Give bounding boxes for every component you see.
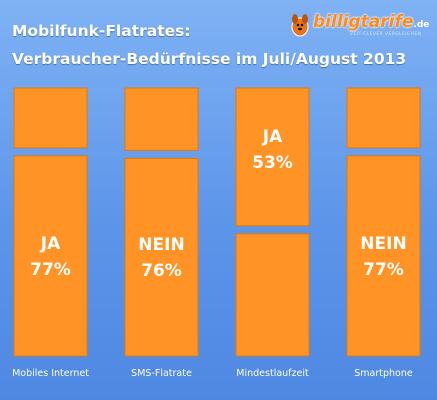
category-label-mindestlaufzeit: Mindestlaufzeit — [236, 368, 309, 379]
bar-segment-remainder-smartphone — [346, 87, 421, 149]
bar-answer-label: JA — [40, 234, 61, 254]
bar-answer-label: NEIN — [138, 235, 184, 255]
dog-mascot-icon — [291, 14, 309, 37]
chart-title-line1: Mobilfunk-Flatrates: — [12, 22, 191, 40]
bar-segment-smartphone — [346, 155, 421, 357]
bar-segment-sms-flatrate — [124, 157, 199, 357]
chart-title-line2: Verbraucher-Bedürfnisse im Juli/August 2… — [12, 50, 407, 68]
bar-segment-mindestlaufzeit — [235, 87, 310, 227]
logo-brand-tld: .de — [413, 20, 430, 30]
bar-percent-label: 77% — [363, 260, 404, 280]
bar-segment-mobiles-internet — [13, 155, 88, 357]
bar-segment-remainder-sms-flatrate — [124, 87, 199, 151]
bar-answer-label: JA — [262, 127, 283, 147]
category-label-smartphone: Smartphone — [354, 368, 413, 379]
logo-wordmark: billigtarife.de — [313, 12, 429, 32]
logo-brand-part2: tarife — [360, 12, 414, 32]
billigtarife-logo: billigtarife.de ZEIT-CLEVER VERGLEICHEN — [288, 10, 429, 40]
category-label-sms-flatrate: SMS-Flatrate — [131, 368, 192, 379]
logo-brand-part1: billig — [313, 12, 361, 32]
bar-segment-remainder-mobiles-internet — [13, 87, 88, 149]
bar-segment-remainder-mindestlaufzeit — [235, 233, 310, 357]
category-label-mobiles-internet: Mobiles Internet — [12, 368, 89, 379]
bar-percent-label: 76% — [141, 261, 182, 281]
logo-tagline: ZEIT-CLEVER VERGLEICHEN — [350, 32, 422, 37]
bar-answer-label: NEIN — [360, 234, 406, 254]
bar-percent-label: 77% — [30, 260, 71, 280]
bar-percent-label: 53% — [252, 153, 293, 173]
